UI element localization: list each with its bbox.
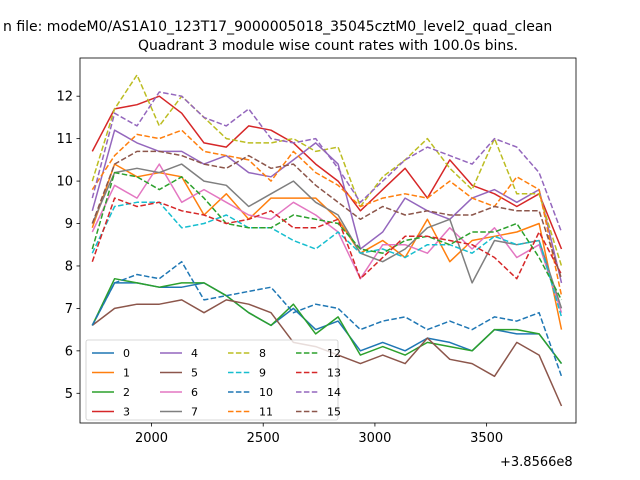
y-tick-label: 11	[56, 132, 73, 147]
legend-label-14: 14	[327, 386, 341, 399]
page-title: n file: modeM0/AS1A10_123T17_9000005018_…	[3, 19, 552, 35]
legend-label-3: 3	[123, 406, 130, 419]
legend-label-11: 11	[259, 406, 273, 419]
series-line-14	[91, 91, 563, 233]
legend-box	[85, 339, 339, 421]
series-line-12	[91, 171, 563, 301]
legend-label-15: 15	[327, 406, 341, 419]
y-tick-label: 5	[65, 387, 73, 402]
y-tick-label: 8	[65, 259, 73, 274]
y-tick-label: 6	[65, 344, 73, 359]
y-tick-label: 9	[65, 217, 73, 232]
x-tick-label: 3000	[358, 431, 391, 446]
series-line-2	[91, 277, 563, 365]
legend-label-1: 1	[123, 367, 130, 380]
axes-frame	[79, 57, 577, 424]
x-offset-label: +3.8566e8	[500, 455, 573, 470]
legend-label-6: 6	[191, 386, 198, 399]
legend-label-8: 8	[259, 347, 266, 360]
legend-label-12: 12	[327, 347, 341, 360]
series-line-8	[91, 74, 563, 267]
series-line-9	[91, 201, 563, 318]
legend-label-10: 10	[259, 386, 273, 399]
x-tick-label: 3500	[470, 431, 503, 446]
series-line-11	[91, 129, 563, 296]
y-tick-label: 7	[65, 302, 73, 317]
series-line-10	[91, 260, 563, 377]
series-line-13	[91, 197, 563, 280]
legend-label-4: 4	[191, 347, 198, 360]
x-tick-label: 2000	[135, 431, 168, 446]
legend-label-5: 5	[191, 367, 198, 380]
legend-label-9: 9	[259, 367, 266, 380]
series-line-7	[91, 163, 563, 309]
series-line-15	[91, 150, 563, 279]
legend-label-13: 13	[327, 367, 341, 380]
chart-title: Quadrant 3 module wise count rates with …	[138, 38, 518, 54]
legend-label-2: 2	[123, 386, 130, 399]
y-tick-label: 12	[56, 90, 73, 105]
legend-label-7: 7	[191, 406, 198, 419]
y-tick-label: 10	[56, 175, 73, 190]
series-line-3	[91, 95, 563, 250]
legend-label-0: 0	[123, 347, 130, 360]
x-tick-label: 2500	[247, 431, 280, 446]
